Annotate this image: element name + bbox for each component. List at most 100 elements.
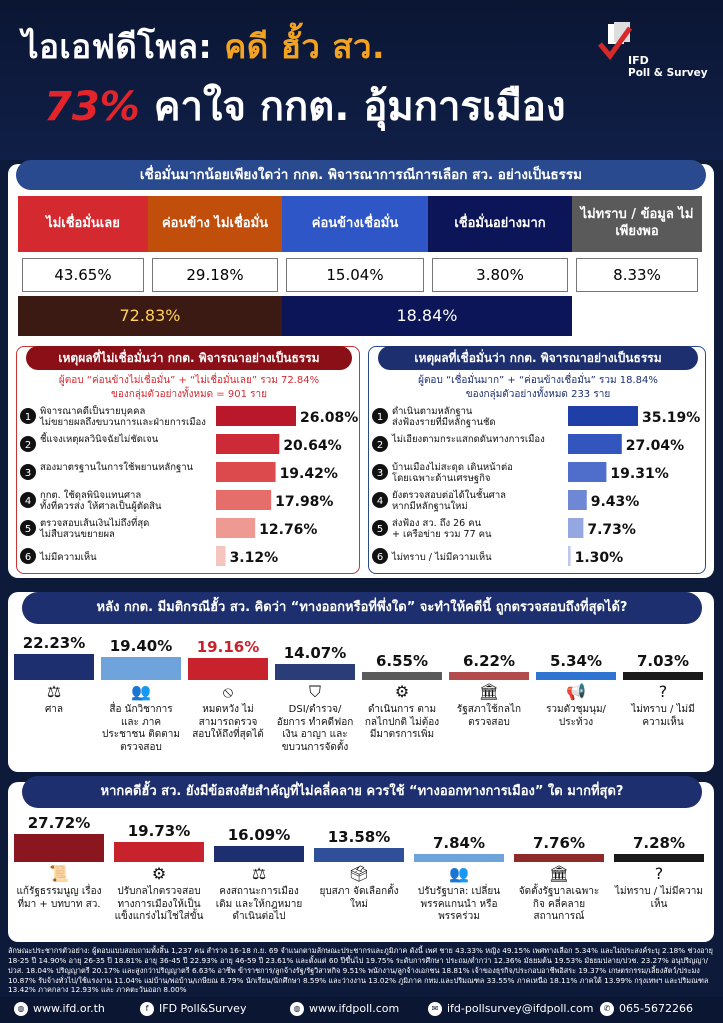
footer-email[interactable]: ✉ ifd-pollsurvey@ifdpoll.com xyxy=(428,1002,593,1016)
footer-phone[interactable]: ✆ 065-5672266 xyxy=(600,1002,693,1016)
value-distrust-strong: 43.65% xyxy=(22,258,144,292)
option-icon: 📜 xyxy=(49,864,69,883)
option-value: 14.07% xyxy=(283,643,347,662)
option-label: ศาล xyxy=(44,704,64,715)
option-label: ไม่ทราบ / ไม่มีความเห็น xyxy=(615,886,703,910)
reason-value: 7.73% xyxy=(587,522,636,538)
reason-number-text: 6 xyxy=(377,552,383,563)
reason-label: ชี้แจงเหตุผลวินิจฉัยไม่ชัดเจน xyxy=(40,432,159,445)
reason-number xyxy=(372,464,388,480)
page-subtitle: 73% คาใจ กกต. อุ้มการเมือง xyxy=(44,84,566,130)
option-bar xyxy=(449,672,529,680)
reason-bar xyxy=(216,546,226,566)
distrust-box xyxy=(16,346,360,574)
solution-chart: 22.23% ⚖ ศาล 19.40% 👥 สื่อ นักวิชาการ และ ภาค… xyxy=(14,630,708,770)
reason-label: ยังตรวจสอบต่อได้ในชั้นศาล xyxy=(392,488,506,501)
option-bar xyxy=(114,842,204,862)
header: ไอเอฟดีโพล: คดี ฮั้ว สว. 73% คาใจ กกต. อ… xyxy=(0,0,723,160)
option-column: 6.55% ⚙ ดำเนินการ ตามกลไกปกติ ไม่ต้องมีมาต… xyxy=(362,630,442,770)
reason-bar xyxy=(568,546,571,566)
option-icon: ⚙ xyxy=(394,682,410,701)
reason-number-text: 1 xyxy=(25,412,31,423)
distrust-title: เหตุผลที่ไม่เชื่อมั่นว่า กกต. พิจารณาอย่… xyxy=(26,346,352,370)
option-value: 16.09% xyxy=(227,825,291,844)
option-column: 19.40% 👥 สื่อ นักวิชาการ และ ภาคประชาชน ติ… xyxy=(101,630,181,770)
reason-bar xyxy=(568,406,638,426)
reason-number xyxy=(20,520,36,536)
reason-label: พิจารณาคดีเป็นรายบุคคล xyxy=(40,404,145,417)
trust-note: ผู้ตอบ “เชื่อมั่นมาก” + “ค่อนข้างเชื่อมั… xyxy=(418,375,658,400)
value-distrust-somewhat: 29.18% xyxy=(152,258,278,292)
reason-label: สองมาตรฐานในการใช้พยานหลักฐาน xyxy=(40,461,194,473)
reason-label: ตรวจสอบเส้นเงินไม่ถึงที่สุด xyxy=(40,516,149,529)
reason-label: ดำเนินตามหลักฐาน xyxy=(392,406,473,417)
reason-label: ไม่สืบสวนขยายผล xyxy=(39,528,115,540)
option-label: จัดตั้งรัฐบาลเฉพาะกิจ คลี่คลายสถานการณ์ xyxy=(518,886,600,922)
trust-box xyxy=(368,346,706,574)
value-unknown: 8.33% xyxy=(576,258,698,292)
option-icon: 👥 xyxy=(449,864,469,883)
option-value: 6.55% xyxy=(375,652,429,670)
group-distrust: 72.83% xyxy=(18,296,282,336)
globe-icon: ◍ xyxy=(290,1002,304,1016)
option-value: 22.23% xyxy=(22,634,86,652)
reason-number-text: 5 xyxy=(377,524,383,535)
reason-number xyxy=(20,408,36,424)
group-trust: 18.84% xyxy=(282,296,572,336)
option-label: ไม่ทราบ / ไม่มีความเห็น xyxy=(631,704,695,728)
cat-distrust-somewhat: ค่อนข้าง ไม่เชื่อมั่น xyxy=(148,196,282,252)
option-label: ดำเนินการ ตามกลไกปกติ ไม่ต้องมีมาตรการเพ… xyxy=(364,704,440,740)
option-column: 16.09% ⚖ คงสถานะการเมืองเดิม และให้กฎหมาย … xyxy=(214,810,304,950)
reason-bar xyxy=(216,434,280,454)
cat-trust-somewhat: ค่อนข้างเชื่อมั่น xyxy=(282,196,428,252)
reason-value: 20.64% xyxy=(283,438,341,454)
trust-chart: 1 ดำเนินตามหลักฐานส่งฟ้องรายที่มีหลักฐานช… xyxy=(372,406,700,566)
reason-number-text: 2 xyxy=(25,440,31,451)
distrust-note: ผู้ตอบ “ค่อนข้างไม่เชื่อมั่น” + “ไม่เชื่… xyxy=(58,375,320,400)
option-icon: ⛉ xyxy=(308,682,321,701)
reason-number-text: 4 xyxy=(25,496,31,507)
footer-web2[interactable]: ◍ www.ifdpoll.com xyxy=(290,1002,399,1016)
reason-label: ส่งฟ้องรายที่มีหลักฐานชัด xyxy=(392,415,496,428)
reason-number-text: 4 xyxy=(377,496,383,507)
option-bar xyxy=(101,657,181,680)
option-column: 7.76% 🏛 จัดตั้งรัฐบาลเฉพาะกิจ คลี่คลายสถาน… xyxy=(514,810,604,950)
trust-title: เหตุผลที่เชื่อมั่นว่า กกต. พิจารณาอย่างเ… xyxy=(378,346,698,370)
option-bar xyxy=(188,657,268,680)
option-column: 19.73% ⚙ ปรับกลไกตรวจสอบ ทางการเมืองให้เป็… xyxy=(114,810,204,950)
reason-label: ส่งฟ้อง สว. ถึง 26 คน xyxy=(392,518,482,529)
option-value: 19.16% xyxy=(196,637,260,656)
option-column: 22.23% ⚖ ศาล xyxy=(14,630,94,770)
option-icon: 🗳 xyxy=(348,864,370,883)
reason-number xyxy=(20,492,36,508)
cat-unknown: ไม่ทราบ / ข้อมูล ไม่เพียงพอ xyxy=(572,196,702,252)
option-label: DSI/ตำรวจ/อัยการ ทำคดีฟอกเงิน อาญา และ ข… xyxy=(276,704,354,753)
option-value: 6.22% xyxy=(462,652,516,670)
reason-bar xyxy=(568,462,607,482)
footer: ◍ www.ifd.or.th f IFD Poll&Survey ◍ www.ifd… xyxy=(0,997,723,1023)
reason-value: 19.31% xyxy=(610,466,668,482)
question-trust: เชื่อมั่นมากน้อยเพียงใดว่า กกต. พิจารณาก… xyxy=(16,160,706,190)
option-icon: ⦸ xyxy=(222,682,234,701)
option-bar xyxy=(514,854,604,862)
reason-value: 26.08% xyxy=(300,410,358,426)
value-trust-strong: 3.80% xyxy=(432,258,568,292)
reason-number xyxy=(20,436,36,452)
reason-bar xyxy=(568,490,587,510)
footer-web1[interactable]: ◍ www.ifd.or.th xyxy=(14,1002,105,1016)
ifd-logo: IFD Poll & Survey xyxy=(598,16,710,79)
footer-facebook[interactable]: f IFD Poll&Survey xyxy=(140,1002,246,1016)
option-bar xyxy=(14,834,104,862)
reason-bar xyxy=(568,434,622,454)
reason-bar xyxy=(216,518,256,538)
reason-number-text: 6 xyxy=(25,552,31,563)
cat-trust-strong: เชื่อมั่นอย่างมาก xyxy=(428,196,572,252)
option-label: คงสถานะการเมืองเดิม และให้กฎหมาย ดำเนินต… xyxy=(215,886,303,922)
reason-label: หากมีหลักฐานใหม่ xyxy=(392,500,468,512)
mail-icon: ✉ xyxy=(428,1002,442,1016)
reason-label: บ้านเมืองไม่สะดุด เดินหน้าต่อ xyxy=(392,461,513,473)
option-value: 13.58% xyxy=(327,828,391,847)
footnote: ลักษณะประชากรตัวอย่าง: ผู้ตอบแบบสอบถามทั… xyxy=(8,946,713,995)
reason-bar xyxy=(568,518,584,538)
option-bar xyxy=(314,848,404,862)
